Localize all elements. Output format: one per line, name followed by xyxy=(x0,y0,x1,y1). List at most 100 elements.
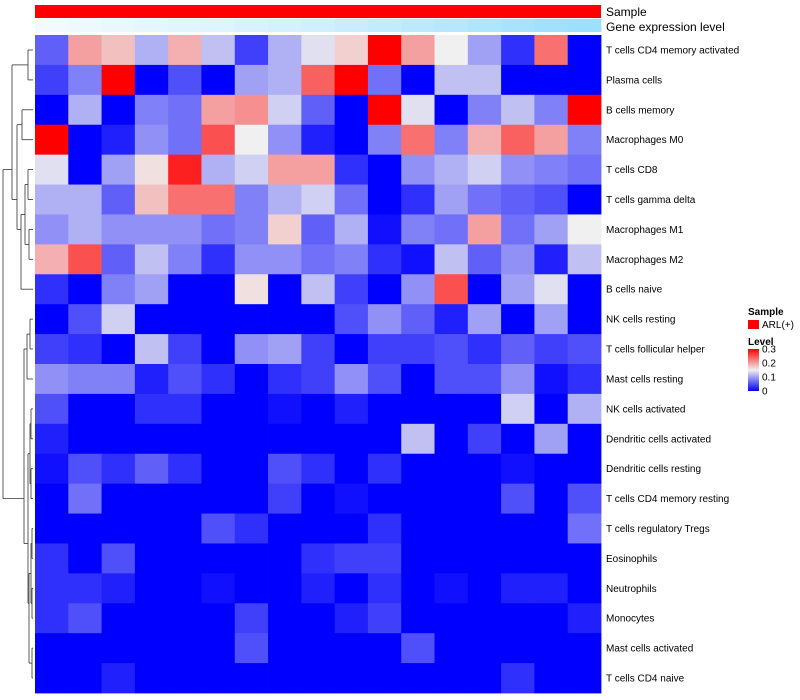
heatmap-cell xyxy=(501,154,535,185)
heatmap-cell xyxy=(68,334,102,365)
heatmap-cell xyxy=(367,244,402,275)
heatmap-cell xyxy=(334,483,369,514)
heatmap-cell xyxy=(134,124,169,156)
heatmap-cell xyxy=(301,423,336,455)
heatmap-cell xyxy=(268,603,302,634)
heatmap-cell xyxy=(467,543,502,574)
heatmap-cell xyxy=(234,483,269,514)
heatmap-cell xyxy=(268,244,302,275)
heatmap-cell xyxy=(301,274,336,305)
heatmap-cell xyxy=(35,364,69,395)
heatmap-cell xyxy=(201,154,236,185)
heatmap-cell xyxy=(134,483,169,514)
heatmap-cell xyxy=(534,483,569,514)
legend-tick-label: 0.1 xyxy=(762,373,776,384)
row-label: T cells CD4 memory activated xyxy=(606,46,739,57)
heatmap-cell xyxy=(68,124,102,156)
heatmap-cell xyxy=(35,94,69,126)
heatmap-cell xyxy=(168,124,202,156)
gene-expression-cell xyxy=(168,19,202,32)
heatmap-cell xyxy=(301,663,336,694)
heatmap-cell xyxy=(68,64,102,96)
heatmap-cell xyxy=(501,393,535,425)
heatmap-cell xyxy=(401,513,435,544)
heatmap-cell xyxy=(367,154,402,185)
heatmap-cell xyxy=(168,94,202,126)
heatmap-cell xyxy=(301,154,336,185)
heatmap-cell xyxy=(234,573,269,604)
heatmap-cell xyxy=(101,603,136,634)
heatmap-cell xyxy=(401,94,435,126)
heatmap-cell xyxy=(268,184,302,215)
heatmap-cell xyxy=(168,423,202,455)
heatmap-cell xyxy=(567,423,602,455)
heatmap-cell xyxy=(101,94,136,126)
heatmap-cell xyxy=(434,573,469,604)
heatmap-cell xyxy=(301,603,336,634)
heatmap-cell xyxy=(501,64,535,96)
heatmap-cell xyxy=(367,543,402,574)
heatmap-cell xyxy=(168,483,202,514)
heatmap-cell xyxy=(68,214,102,245)
row-label: Neutrophils xyxy=(606,584,657,595)
heatmap-cell xyxy=(168,304,202,335)
heatmap-cell xyxy=(434,483,469,514)
heatmap-cell xyxy=(134,364,169,395)
heatmap-cell xyxy=(534,393,569,425)
heatmap-cell xyxy=(301,94,336,126)
heatmap-cell xyxy=(334,364,369,395)
heatmap-cell xyxy=(367,214,402,245)
heatmap-cell xyxy=(334,154,369,185)
heatmap-cell xyxy=(234,94,269,126)
row-label: T cells CD4 memory resting xyxy=(606,494,729,505)
heatmap-cell xyxy=(35,663,69,694)
heatmap-cell xyxy=(101,35,136,66)
sample-annotation-bar xyxy=(35,5,601,18)
heatmap-cell xyxy=(401,274,435,305)
heatmap-cell xyxy=(101,633,136,664)
row-label: Mast cells resting xyxy=(606,375,683,386)
heatmap-cell xyxy=(534,35,569,66)
heatmap-cell xyxy=(534,543,569,574)
heatmap-cell xyxy=(68,35,102,66)
row-label: T cells follicular helper xyxy=(606,345,705,356)
row-label: NK cells resting xyxy=(606,315,675,326)
heatmap-cell xyxy=(501,543,535,574)
row-label: Dendritic cells activated xyxy=(606,434,711,445)
heatmap-cell xyxy=(35,603,69,634)
heatmap-cell xyxy=(101,304,136,335)
heatmap-cell xyxy=(467,663,502,694)
heatmap-cell xyxy=(35,423,69,455)
heatmap-cell xyxy=(101,64,136,96)
heatmap-cell xyxy=(334,603,369,634)
heatmap-cell xyxy=(201,483,236,514)
heatmap-cell xyxy=(501,334,535,365)
heatmap-cell xyxy=(367,423,402,455)
heatmap-cell xyxy=(68,364,102,395)
heatmap-cell xyxy=(234,35,269,66)
heatmap-cell xyxy=(401,124,435,156)
heatmap-cell xyxy=(101,453,136,485)
heatmap-cell xyxy=(234,603,269,634)
heatmap-cell xyxy=(134,304,169,335)
heatmap-cell xyxy=(434,94,469,126)
heatmap-cell xyxy=(334,633,369,664)
heatmap-cell xyxy=(35,334,69,365)
heatmap-cell xyxy=(134,573,169,604)
row-label: Plasma cells xyxy=(606,75,662,86)
heatmap-cell xyxy=(467,274,502,305)
heatmap-cell xyxy=(268,64,302,96)
heatmap-cell xyxy=(168,35,202,66)
heatmap-cell xyxy=(534,453,569,485)
heatmap-cell xyxy=(68,423,102,455)
heatmap-cell xyxy=(401,663,435,694)
row-label: Monocytes xyxy=(606,614,654,625)
gene-expression-cell xyxy=(134,19,169,32)
heatmap-cell xyxy=(234,393,269,425)
heatmap-cell xyxy=(501,94,535,126)
gene-expression-cell xyxy=(35,19,69,32)
heatmap-cell xyxy=(134,154,169,185)
heatmap-cell xyxy=(501,244,535,275)
heatmap-cell xyxy=(534,94,569,126)
